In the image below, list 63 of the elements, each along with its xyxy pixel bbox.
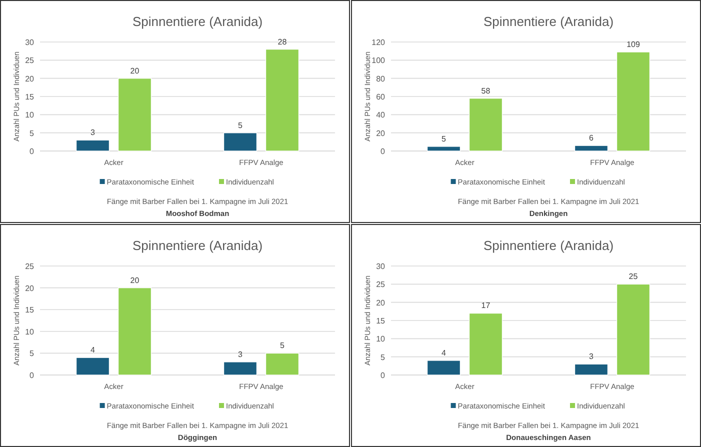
- y-tick-label: 0: [380, 371, 386, 380]
- data-label: 17: [481, 301, 491, 310]
- y-tick-label: 20: [376, 298, 386, 308]
- y-tick-label: 25: [376, 280, 386, 290]
- data-label: 3: [90, 128, 96, 138]
- y-tick-label: 25: [25, 262, 35, 271]
- bar: [223, 362, 258, 376]
- y-tick-label: 10: [25, 110, 35, 120]
- data-label: 20: [130, 66, 140, 76]
- y-tick-label: 60: [376, 92, 386, 102]
- bar: [426, 360, 461, 376]
- data-label: 4: [90, 346, 96, 355]
- y-tick-label: 15: [25, 92, 35, 102]
- y-tick-label: 40: [376, 110, 386, 120]
- bar: [223, 132, 258, 152]
- data-label: 109: [626, 40, 640, 49]
- y-tick-label: 5: [30, 349, 35, 358]
- chart-title: Spinnentiere (Aranida): [132, 14, 263, 29]
- bar: [574, 145, 608, 152]
- bar: [426, 146, 461, 152]
- data-label: 3: [238, 350, 244, 359]
- y-tick-label: 20: [25, 74, 35, 84]
- bar: [574, 364, 608, 376]
- bar: [118, 78, 152, 152]
- y-tick-label: 25: [25, 56, 35, 66]
- data-label: 5: [238, 120, 244, 130]
- y-tick-label: 0: [30, 147, 35, 156]
- bar: [468, 98, 503, 152]
- data-label: 5: [280, 341, 286, 350]
- y-tick-label: 0: [380, 147, 386, 156]
- bar: [468, 312, 503, 376]
- chart-title: Spinnentiere (Aranida): [132, 238, 263, 253]
- data-label: 4: [442, 348, 447, 358]
- bar: [265, 352, 300, 376]
- data-label: 3: [589, 352, 594, 362]
- bar: [76, 357, 110, 376]
- y-tick-label: 5: [30, 128, 35, 138]
- bar: [118, 287, 152, 376]
- data-label: 6: [589, 134, 594, 143]
- y-tick-label: 20: [25, 284, 35, 293]
- y-tick-label: 30: [376, 262, 386, 271]
- y-tick-label: 80: [376, 74, 386, 84]
- y-tick-label: 15: [25, 306, 35, 315]
- y-tick-label: 100: [372, 56, 386, 66]
- bar: [616, 52, 650, 152]
- y-tick-label: 20: [376, 128, 386, 138]
- y-tick-label: 120: [372, 38, 386, 47]
- bar: [616, 284, 650, 376]
- data-label: 5: [442, 134, 447, 144]
- data-label: 20: [130, 276, 140, 285]
- data-label: 25: [628, 272, 638, 282]
- chart-title: Spinnentiere (Aranida): [483, 238, 614, 253]
- y-tick-label: 10: [376, 334, 386, 344]
- y-tick-label: 15: [376, 316, 386, 326]
- chart-title: Spinnentiere (Aranida): [483, 14, 614, 29]
- y-tick-label: 0: [30, 371, 35, 380]
- y-tick-label: 30: [25, 38, 35, 47]
- data-label: 28: [278, 37, 288, 46]
- data-label: 58: [481, 86, 491, 96]
- y-tick-label: 10: [25, 327, 35, 336]
- y-tick-label: 5: [380, 352, 386, 362]
- bar: [76, 140, 110, 152]
- bar: [265, 48, 300, 152]
